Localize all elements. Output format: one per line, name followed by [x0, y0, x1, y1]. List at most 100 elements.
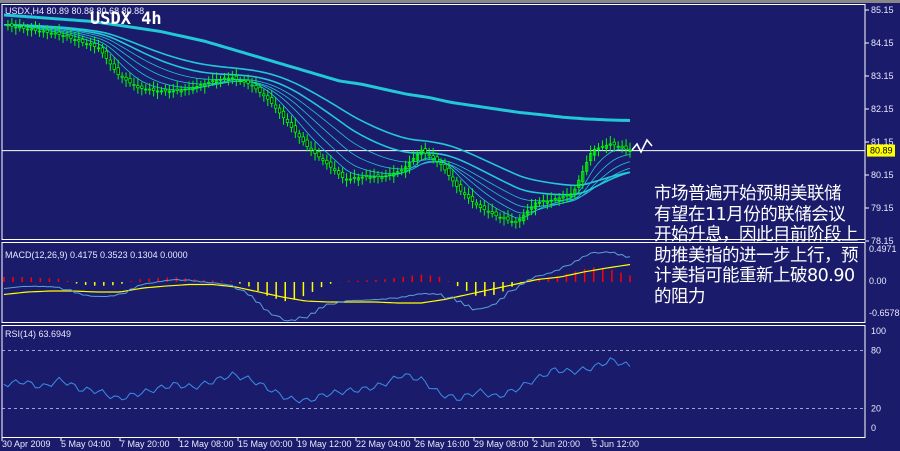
candle [482, 199, 486, 216]
candle [494, 208, 498, 221]
candle [159, 86, 164, 95]
candle [187, 81, 191, 96]
candle [415, 150, 419, 166]
rsi-plot [2, 350, 865, 409]
candle [92, 36, 97, 54]
candle [549, 192, 553, 208]
candle-body [274, 104, 278, 109]
candle-body [45, 29, 49, 33]
candle [238, 76, 242, 85]
candle [89, 37, 93, 52]
price-tick-label: 81.15 [871, 137, 894, 147]
candle-body [191, 87, 195, 91]
candle-body [246, 79, 250, 84]
price-tick-label: 80.15 [871, 170, 894, 180]
candle-body [128, 78, 132, 84]
candle-body [419, 149, 423, 155]
candle-body [238, 80, 242, 83]
price-plot [2, 13, 865, 229]
candle-body [596, 147, 601, 150]
candle [203, 78, 207, 94]
window-top-border [0, 0, 900, 3]
candle [628, 142, 632, 158]
candle-body [474, 202, 479, 206]
candle [171, 83, 175, 98]
macd-tick-label: 0.4971 [869, 244, 897, 254]
candle [262, 89, 266, 102]
candle-body [124, 76, 128, 81]
candle [152, 81, 156, 97]
candle-body [628, 150, 632, 152]
candle [293, 117, 297, 139]
candle [470, 188, 475, 209]
candle-body [344, 178, 349, 181]
candle-body [616, 145, 620, 148]
candle-body [250, 84, 254, 87]
candle-body [333, 168, 337, 172]
candle [514, 217, 518, 229]
candle [411, 150, 416, 165]
candle [466, 187, 471, 204]
candle [226, 72, 231, 86]
candle-body [620, 145, 624, 149]
candle-body [285, 118, 290, 123]
annotation-line: 的阻力 [654, 286, 706, 307]
long-moving-average [3, 13, 631, 123]
candle-body [447, 167, 451, 176]
candle [100, 43, 105, 58]
symbol-header: USDX,H4 80.89 80.88 80.68 80.88 [5, 6, 144, 16]
candle [53, 26, 57, 39]
candle [317, 147, 321, 161]
time-tick-label: 2 Jun 20:00 [533, 439, 580, 449]
candle-body [305, 139, 309, 147]
candle-body [211, 80, 215, 83]
candle-body [73, 39, 77, 42]
candle [529, 198, 534, 216]
candle [356, 173, 360, 186]
candle-body [514, 220, 518, 224]
candle-body [581, 170, 585, 183]
candle [116, 59, 120, 80]
price-panel-frame [1, 4, 866, 240]
candle-body [325, 159, 329, 165]
time-tick-label: 22 May 04:00 [356, 439, 411, 449]
candle [545, 194, 549, 210]
candle [124, 72, 128, 88]
candle [510, 213, 514, 227]
time-tick-label: 5 May 04:00 [61, 439, 111, 449]
candle-body [380, 176, 384, 179]
candle-body [234, 75, 238, 80]
candle-body [455, 180, 459, 187]
candle-body [490, 211, 494, 215]
candle [104, 46, 108, 65]
candle-body [218, 79, 223, 81]
candle [175, 81, 179, 95]
candle-body [96, 47, 101, 50]
candle-body [89, 43, 93, 46]
annotation-line: 助推美指的进一步上行，预 [654, 245, 859, 266]
candle-body [372, 176, 376, 179]
candle-body [592, 148, 597, 156]
candle [6, 19, 10, 31]
candle [569, 185, 573, 201]
candle-body [340, 171, 345, 178]
candle [179, 85, 183, 98]
candle [407, 155, 412, 174]
candle-body [57, 31, 61, 35]
candle [439, 157, 443, 172]
candle-body [443, 164, 447, 171]
macd-panel-frame [1, 242, 866, 323]
candle [215, 72, 219, 89]
candle [250, 78, 254, 93]
candle [344, 173, 349, 187]
candle-body [179, 89, 183, 93]
candle [274, 97, 278, 114]
candle-body [533, 202, 538, 209]
candle-body [53, 32, 57, 35]
candle [612, 138, 616, 152]
candle-body [309, 147, 313, 151]
candle-body [155, 90, 160, 93]
candle [10, 17, 14, 33]
candle-body [195, 86, 199, 89]
